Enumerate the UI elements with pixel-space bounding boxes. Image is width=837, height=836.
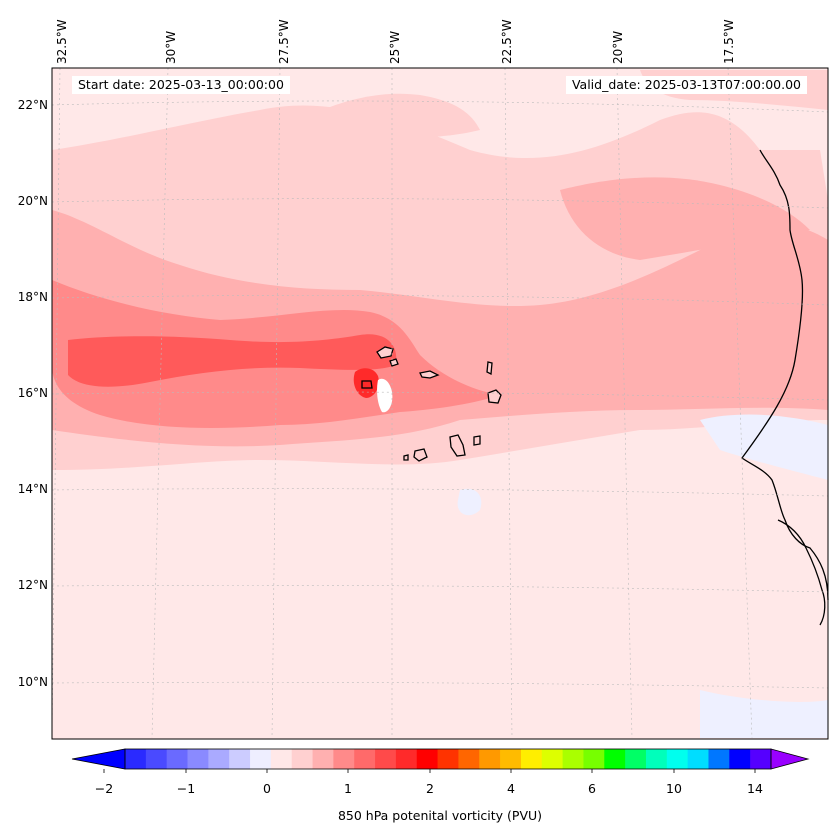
colorbar-tick-label: 0 [263,781,271,796]
lon-label-22-5w: 22.5°W [500,19,514,64]
pv-negative-patch-south [700,690,828,738]
colorbar-cell [687,749,709,769]
lon-label-17-5w: 17.5°W [722,19,736,64]
colorbar-cell [437,749,459,769]
lat-label-18n: 18°N [17,290,48,304]
colorbar-tick-label: 10 [666,781,682,796]
map-frame [51,67,829,740]
pv-contour-level-2-north [300,93,480,139]
colorbar-tick-label: 6 [588,781,596,796]
island-sal [486,361,493,376]
start-date-label: Start date: 2025-03-13_00:00:00 [72,76,290,94]
colorbar-tick-label: 1 [344,781,352,796]
colorbar-cell [187,749,209,769]
lon-label-27-5w: 27.5°W [277,19,291,64]
colorbar-cell [354,749,376,769]
colorbar-cell [145,749,168,769]
lat-label-14n: 14°N [17,482,48,496]
colorbar-cell [604,749,626,769]
island-brava [403,454,409,461]
africa-coastline-south [777,519,826,626]
colorbar-cell [500,749,522,769]
colorbar-cell [333,749,355,769]
colorbar-cell [270,749,293,769]
colorbar-cell [645,749,668,769]
colorbar-cell [729,749,751,769]
colorbar-cell [708,749,730,769]
colorbar-cell [312,749,334,769]
lat-label-12n: 12°N [17,578,48,592]
graticule [51,67,829,739]
colorbar-cell [583,749,605,769]
colorbar-cell [750,749,772,769]
cape-verde-islands [361,346,502,462]
colorbar-cell [208,749,230,769]
colorbar-cell [666,749,689,769]
pv-contour-level-5 [68,334,397,387]
colorbar-cell [520,749,543,769]
colorbar [71,748,810,773]
island-fogo [413,448,428,462]
island-maio [473,435,481,446]
colorbar-cell [395,749,418,769]
pv-negative-patch-mid [457,488,482,516]
colorbar-tick-label: 2 [426,781,434,796]
island-sao-vicente [389,358,399,367]
colorbar-cell [541,749,564,769]
lat-label-20n: 20°N [17,194,48,208]
colorbar-cell [479,749,501,769]
africa-coastline [741,149,829,601]
map-canvas [51,67,829,740]
colorbar-frame [124,748,772,770]
lon-label-32-5w: 32.5°W [55,19,69,64]
colorbar-cell [229,749,251,769]
pv-white-lee [377,378,393,413]
lat-label-10n: 10°N [17,675,48,689]
lon-label-30w: 30°W [164,30,178,64]
colorbar-tick-label: −1 [176,781,196,796]
lat-label-16n: 16°N [17,386,48,400]
island-sao-nicolau [419,370,440,379]
island-santiago [449,434,466,457]
valid-date-label: Valid_date: 2025-03-13T07:00:00.00 [565,76,807,94]
colorbar-cell [458,749,480,769]
island-core [361,380,373,389]
colorbar-cell [416,749,439,769]
colorbar-tick-label: 14 [747,781,763,796]
colorbar-cell [125,749,147,769]
pv-negative-patch-east [700,414,828,480]
lon-label-20w: 20°W [611,30,625,64]
pv-contour-level-3-east [560,177,810,260]
lat-label-22n: 22°N [17,98,48,112]
colorbar-cell [625,749,647,769]
colorbar-cell [562,749,584,769]
colorbar-max-arrow [770,748,810,770]
colorbar-cell [250,749,272,769]
colorbar-tick-label: −2 [94,781,114,796]
colorbar-cell [291,749,314,769]
island-santo-antao [376,346,394,359]
colorbar-tick-label: 4 [507,781,515,796]
colorbar-title: 850 hPa potenital vorticity (PVU) [337,808,543,823]
colorbar-cell [166,749,189,769]
colorbar-cell [375,749,397,769]
colorbar-min-arrow [71,748,126,770]
lon-label-25w: 25°W [388,30,402,64]
